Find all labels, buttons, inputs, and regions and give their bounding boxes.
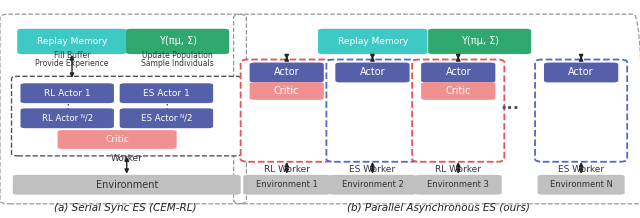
FancyBboxPatch shape [538, 175, 625, 195]
Text: Environment 2: Environment 2 [342, 180, 403, 189]
Text: RL Actor ᴺ/2: RL Actor ᴺ/2 [42, 114, 93, 123]
FancyBboxPatch shape [12, 76, 242, 156]
Text: Sample Individuals: Sample Individuals [141, 59, 214, 68]
FancyBboxPatch shape [241, 60, 333, 162]
Text: ES Worker: ES Worker [558, 165, 604, 174]
FancyBboxPatch shape [329, 175, 416, 195]
FancyBboxPatch shape [535, 60, 627, 162]
FancyBboxPatch shape [20, 108, 114, 128]
Text: Υ(πμ, Σ): Υ(πμ, Σ) [461, 36, 499, 46]
FancyBboxPatch shape [421, 82, 495, 100]
Text: Critic: Critic [105, 135, 129, 144]
Text: Environment 3: Environment 3 [428, 180, 489, 189]
FancyBboxPatch shape [428, 29, 531, 54]
FancyBboxPatch shape [243, 175, 330, 195]
Text: ···: ··· [500, 100, 519, 118]
FancyBboxPatch shape [544, 63, 618, 82]
FancyBboxPatch shape [120, 83, 213, 103]
Text: Worker: Worker [111, 153, 143, 163]
Text: Replay Memory: Replay Memory [338, 37, 408, 46]
Text: Fill Buffer: Fill Buffer [54, 51, 90, 60]
Text: Actor: Actor [445, 68, 471, 77]
Text: Υ(πμ, Σ): Υ(πμ, Σ) [159, 36, 196, 46]
Text: Replay Memory: Replay Memory [37, 37, 107, 46]
Text: Critic: Critic [445, 86, 471, 96]
Text: RL Worker: RL Worker [435, 165, 481, 174]
FancyBboxPatch shape [415, 175, 502, 195]
Text: ES Actor ᴺ/2: ES Actor ᴺ/2 [141, 114, 192, 123]
Text: ⋮: ⋮ [160, 103, 173, 116]
FancyBboxPatch shape [126, 29, 229, 54]
Text: (a) Serial Sync ES (CEM-RL): (a) Serial Sync ES (CEM-RL) [54, 203, 196, 213]
Text: ES Actor 1: ES Actor 1 [143, 89, 190, 98]
FancyBboxPatch shape [318, 29, 428, 54]
Text: RL Worker: RL Worker [264, 165, 310, 174]
FancyBboxPatch shape [17, 29, 127, 54]
Text: RL Actor 1: RL Actor 1 [44, 89, 90, 98]
FancyBboxPatch shape [20, 83, 114, 103]
Text: Actor: Actor [274, 68, 300, 77]
FancyBboxPatch shape [335, 63, 410, 82]
Text: Critic: Critic [274, 86, 300, 96]
Text: Actor: Actor [360, 68, 385, 77]
Text: (b) Parallel Asynchronous ES (ours): (b) Parallel Asynchronous ES (ours) [347, 203, 530, 213]
Text: ⋮: ⋮ [61, 103, 74, 116]
Text: Actor: Actor [568, 68, 594, 77]
FancyBboxPatch shape [421, 63, 495, 82]
FancyBboxPatch shape [250, 63, 324, 82]
FancyBboxPatch shape [250, 82, 324, 100]
Text: ES Worker: ES Worker [349, 165, 396, 174]
FancyBboxPatch shape [58, 130, 177, 149]
Text: Environment N: Environment N [550, 180, 612, 189]
FancyBboxPatch shape [120, 108, 213, 128]
Text: Update Population: Update Population [142, 51, 213, 60]
FancyBboxPatch shape [412, 60, 504, 162]
Text: Environment 1: Environment 1 [256, 180, 317, 189]
Text: Provide Experience: Provide Experience [35, 59, 109, 68]
FancyBboxPatch shape [13, 175, 241, 195]
Text: Environment: Environment [95, 180, 158, 190]
FancyBboxPatch shape [326, 60, 419, 162]
